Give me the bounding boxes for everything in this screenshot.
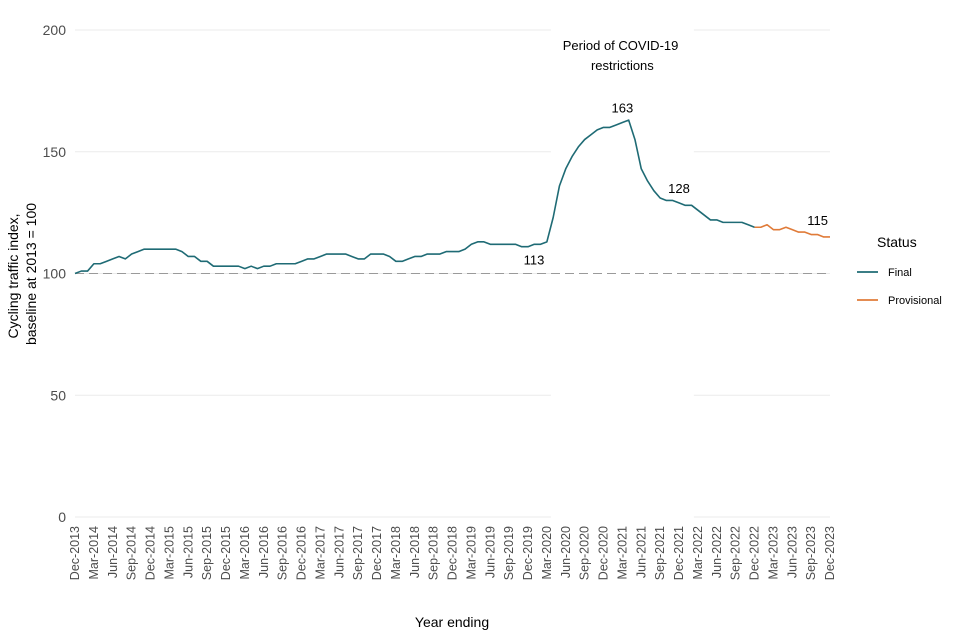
x-tick-label: Sep-2018 xyxy=(427,526,441,580)
x-axis: Dec-2013 Mar-2014 Jun-2014 Sep-2014 Dec-2014… xyxy=(68,526,837,580)
legend: Status Final Provisional xyxy=(857,234,942,307)
x-tick-label: Sep-2015 xyxy=(200,526,214,580)
x-tick-label: Jun-2018 xyxy=(408,526,422,578)
x-tick-label: Mar-2020 xyxy=(540,526,554,580)
x-tick-label: Mar-2023 xyxy=(766,526,780,580)
y-axis-title-line-1: Cycling traffic index, xyxy=(5,213,21,338)
x-tick-label: Jun-2016 xyxy=(257,526,271,578)
y-axis-title: Cycling traffic index, baseline at 2013 … xyxy=(5,203,39,345)
x-tick-label: Jun-2015 xyxy=(181,526,195,578)
x-tick-label: Dec-2016 xyxy=(295,526,309,580)
annotation-label: 113 xyxy=(524,253,545,268)
y-tick-label: 150 xyxy=(43,144,67,160)
x-tick-label: Sep-2023 xyxy=(804,526,818,580)
x-tick-label: Mar-2018 xyxy=(389,526,403,580)
x-tick-label: Mar-2021 xyxy=(615,526,629,580)
covid-period-label: Period of COVID-19 restrictions xyxy=(563,38,682,73)
x-tick-label: Jun-2021 xyxy=(634,526,648,578)
legend-label-final: Final xyxy=(888,267,912,279)
series-line-provisional xyxy=(754,224,830,238)
x-tick-label: Mar-2017 xyxy=(313,526,327,580)
x-tick-label: Jun-2023 xyxy=(785,526,799,578)
x-tick-label: Dec-2019 xyxy=(521,526,535,580)
x-tick-label: Dec-2014 xyxy=(144,526,158,580)
covid-label-line-1: Period of COVID-19 xyxy=(563,38,679,53)
legend-label-provisional: Provisional xyxy=(888,295,942,307)
x-tick-label: Dec-2023 xyxy=(823,526,837,580)
y-tick-label: 200 xyxy=(43,22,67,38)
data-annotations: 113 163 128 115 xyxy=(524,101,828,268)
legend-title: Status xyxy=(877,234,917,250)
x-tick-label: Dec-2013 xyxy=(68,526,82,580)
x-tick-label: Dec-2018 xyxy=(446,526,460,580)
x-axis-title: Year ending xyxy=(415,614,489,630)
y-axis-title-line-2: baseline at 2013 = 100 xyxy=(23,203,39,345)
annotation-label: 115 xyxy=(807,213,828,228)
y-axis: 0 50 100 150 200 xyxy=(43,22,67,525)
x-tick-label: Sep-2020 xyxy=(578,526,592,580)
annotation-label: 163 xyxy=(612,101,634,116)
x-tick-label: Jun-2019 xyxy=(483,526,497,578)
annotation-label: 128 xyxy=(668,181,690,196)
x-tick-label: Mar-2016 xyxy=(238,526,252,580)
x-tick-label: Dec-2017 xyxy=(370,526,384,580)
covid-label-line-2: restrictions xyxy=(591,58,654,73)
x-tick-label: Sep-2022 xyxy=(729,526,743,580)
y-tick-label: 100 xyxy=(43,266,67,282)
x-tick-label: Dec-2020 xyxy=(597,526,611,580)
x-tick-label: Sep-2016 xyxy=(276,526,290,580)
x-tick-label: Mar-2015 xyxy=(162,526,176,580)
x-tick-label: Sep-2014 xyxy=(125,526,139,580)
x-tick-label: Dec-2022 xyxy=(748,526,762,580)
series-lines xyxy=(74,119,830,275)
x-tick-label: Dec-2021 xyxy=(672,526,686,580)
x-tick-label: Dec-2015 xyxy=(219,526,233,580)
x-tick-label: Mar-2022 xyxy=(691,526,705,580)
x-tick-label: Jun-2020 xyxy=(559,526,573,578)
grid-lines xyxy=(75,29,830,518)
x-tick-label: Jun-2017 xyxy=(332,526,346,578)
y-tick-label: 50 xyxy=(50,387,66,403)
x-tick-label: Sep-2019 xyxy=(502,526,516,580)
x-tick-label: Sep-2017 xyxy=(351,526,365,580)
series-line-final xyxy=(74,119,755,275)
x-tick-label: Sep-2021 xyxy=(653,526,667,580)
x-tick-label: Jun-2014 xyxy=(106,526,120,578)
x-tick-label: Mar-2014 xyxy=(87,526,101,580)
x-tick-label: Mar-2019 xyxy=(464,526,478,580)
x-tick-label: Jun-2022 xyxy=(710,526,724,578)
y-tick-label: 0 xyxy=(58,509,66,525)
